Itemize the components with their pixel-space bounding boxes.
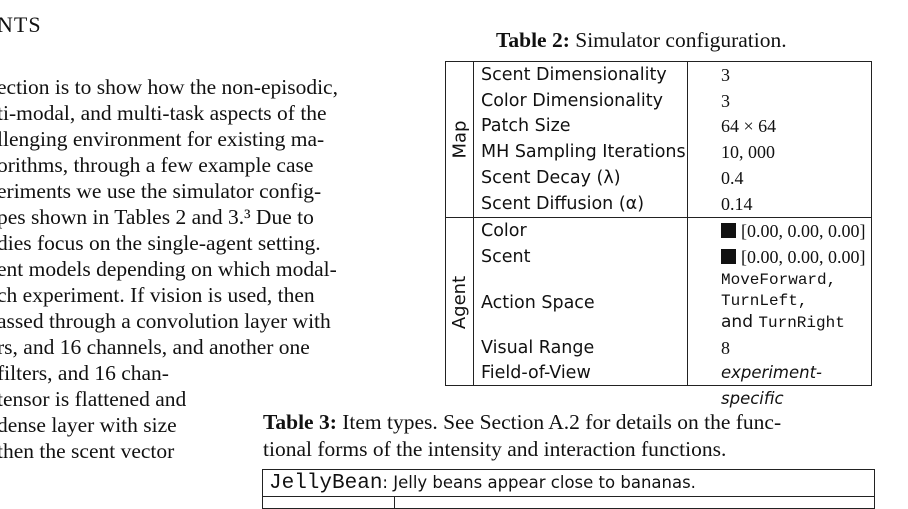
body-line: rs, and 16 channels, and another one [0,335,310,359]
table-row: MH Sampling Iterations 10, 000 [474,139,871,165]
table-row: Action Space MoveForward, TurnLeft, and … [474,270,871,336]
table-divider [263,496,874,497]
table2-caption-label: Table 2: [496,28,570,52]
table-row: Scent [0.00, 0.00, 0.00] [474,244,871,270]
row-key: Color [481,221,527,241]
table-divider [394,496,395,508]
body-line: pes shown in Tables 2 and 3.³ Due to [0,205,314,229]
row-value: experiment-specific [721,363,823,408]
body-line: tensor is flattened and [0,387,187,411]
item-name: JellyBean [269,472,383,495]
row-value: 0.4 [721,168,744,188]
table-row: Scent Decay (λ) 0.4 [474,165,871,191]
table-row: Color Dimensionality 3 [474,88,871,114]
color-swatch-icon [721,223,736,238]
table-divider [473,62,474,385]
simulator-config-table: Map Agent Scent Dimensionality 3 Color D… [445,61,872,408]
row-key: Scent [481,247,531,267]
body-line: filters, and 16 chan- [0,361,169,385]
row-value: 0.14 [721,194,753,214]
table3-caption-line1: Item types. See Section A.2 for details … [336,410,782,434]
body-line: llenging environment for existing ma- [0,127,325,151]
body-line: ent models depending on which modal- [0,257,337,281]
table-divider [446,217,871,218]
group-label-map: Map [449,120,471,159]
table-row: Patch Size 64 × 64 [474,113,871,139]
group-label-agent: Agent [449,275,471,329]
row-key: Action Space [481,293,595,313]
row-key: Scent Diffusion (α) [481,194,645,214]
table3-caption-line2: tional forms of the intensity and intera… [263,437,727,461]
table-row: Visual Range 8 [474,335,871,361]
row-value: 8 [721,338,730,358]
row-key: Field-of-View [481,363,591,383]
body-line: ch experiment. If vision is used, then [0,283,315,307]
body-line: then the scent vector [0,439,175,463]
action-turn-right: TurnRight [758,314,845,332]
body-line: eriments we use the simulator config- [0,179,322,203]
table3-caption-label: Table 3: [263,410,337,434]
row-value: [0.00, 0.00, 0.00] [721,218,866,244]
row-key: MH Sampling Iterations [481,142,686,162]
table2-caption-text: Simulator configuration. [569,28,787,52]
row-value: [0.00, 0.00, 0.00] [721,244,866,270]
row-value: 10, 000 [721,142,775,162]
table-row: JellyBean: Jelly beans appear close to b… [269,470,696,497]
row-key: Visual Range [481,338,595,358]
action-turn-left: TurnLeft, [721,292,808,310]
row-value: 64 × 64 [721,116,777,136]
row-key: Scent Decay (λ) [481,168,621,188]
table3-caption: Table 3: Item types. See Section A.2 for… [263,410,781,435]
table-row: Scent Dimensionality 3 [474,62,871,88]
table2-caption: Table 2: Simulator configuration. [496,28,787,53]
row-key: Color Dimensionality [481,91,663,111]
body-line: ection is to show how the non-episodic, [0,75,338,99]
action-and: and [721,312,759,332]
section-heading: NTS [0,12,42,37]
body-line: orithms, through a few example case [0,153,314,177]
action-move-forward: MoveForward, [721,271,837,289]
body-line: dense layer with size [0,413,177,437]
body-line: assed through a convolution layer with [0,309,331,333]
item-types-table: JellyBean: Jelly beans appear close to b… [262,469,875,509]
item-description: : Jelly beans appear close to bananas. [382,473,696,492]
color-swatch-icon [721,249,736,264]
row-value: 3 [721,65,730,85]
table-row: Field-of-View experiment-specific [474,360,871,408]
body-line: ti-modal, and multi-task aspects of the [0,101,327,125]
row-key: Scent Dimensionality [481,65,667,85]
body-line: dies focus on the single-agent setting. [0,231,321,255]
row-value: MoveForward, TurnLeft, and TurnRight [721,270,845,334]
table-divider [687,62,688,385]
row-key: Patch Size [481,116,571,136]
table-row: Scent Diffusion (α) 0.14 [474,191,871,217]
table-row: Color [0.00, 0.00, 0.00] [474,218,871,244]
row-value: 3 [721,91,730,111]
